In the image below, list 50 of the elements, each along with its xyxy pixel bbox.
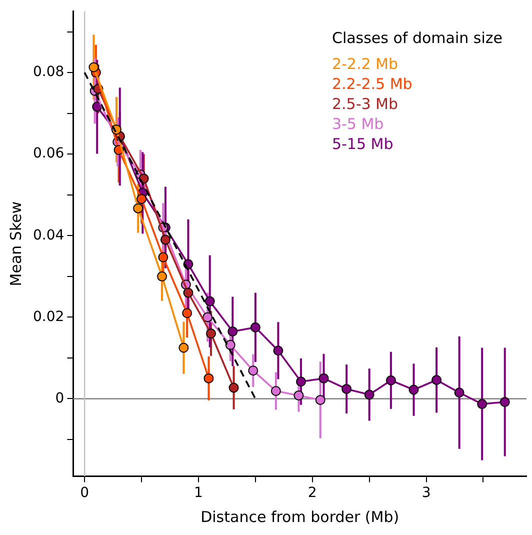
- x-axis-title: Distance from border (Mb): [200, 508, 400, 526]
- point: [318, 373, 329, 384]
- point: [250, 322, 260, 332]
- point: [157, 271, 168, 282]
- y-tick-label: 0.04: [33, 227, 64, 244]
- point: [273, 346, 284, 356]
- legend-title: Classes of domain size: [332, 28, 502, 47]
- point: [92, 102, 102, 112]
- point: [477, 399, 488, 410]
- text: 2.2-2.5 Mb: [332, 74, 412, 93]
- point: [206, 328, 216, 338]
- point: [225, 340, 236, 350]
- point: [342, 384, 352, 394]
- point: [294, 390, 304, 400]
- point: [160, 234, 170, 245]
- point: [88, 62, 99, 72]
- point: [178, 342, 189, 353]
- y-tick-label: 0.08: [33, 64, 64, 80]
- point: [136, 194, 147, 204]
- point: [204, 373, 214, 384]
- point: [228, 326, 238, 336]
- y-tick-label: 0.02: [33, 308, 64, 325]
- point: [270, 386, 281, 396]
- point: [364, 390, 374, 400]
- point: [202, 312, 213, 322]
- point: [133, 203, 144, 214]
- text: 2-2.2 Mb: [332, 54, 398, 73]
- point: [248, 366, 258, 376]
- point: [158, 252, 168, 262]
- x-tick-label: 0: [80, 485, 90, 502]
- point: [315, 394, 326, 405]
- point: [408, 384, 419, 395]
- y-tick-label: 0: [55, 390, 64, 406]
- point: [454, 388, 464, 398]
- text: 5-15 Mb: [332, 134, 394, 153]
- point: [228, 382, 239, 393]
- point: [182, 308, 192, 318]
- y-axis-title: Mean Skew: [6, 201, 25, 286]
- point: [183, 288, 194, 298]
- x-tick-label: 3: [422, 485, 431, 502]
- text: 2.5-3 Mb: [332, 94, 398, 113]
- y-tick-label: 0.06: [33, 146, 64, 162]
- point: [386, 375, 396, 386]
- point: [296, 376, 306, 387]
- point: [500, 396, 510, 407]
- point: [432, 374, 442, 385]
- point: [204, 296, 215, 306]
- x-tick-label: 2: [308, 485, 317, 502]
- text: 3-5 Mb: [332, 114, 384, 133]
- x-tick-label: 1: [194, 485, 203, 502]
